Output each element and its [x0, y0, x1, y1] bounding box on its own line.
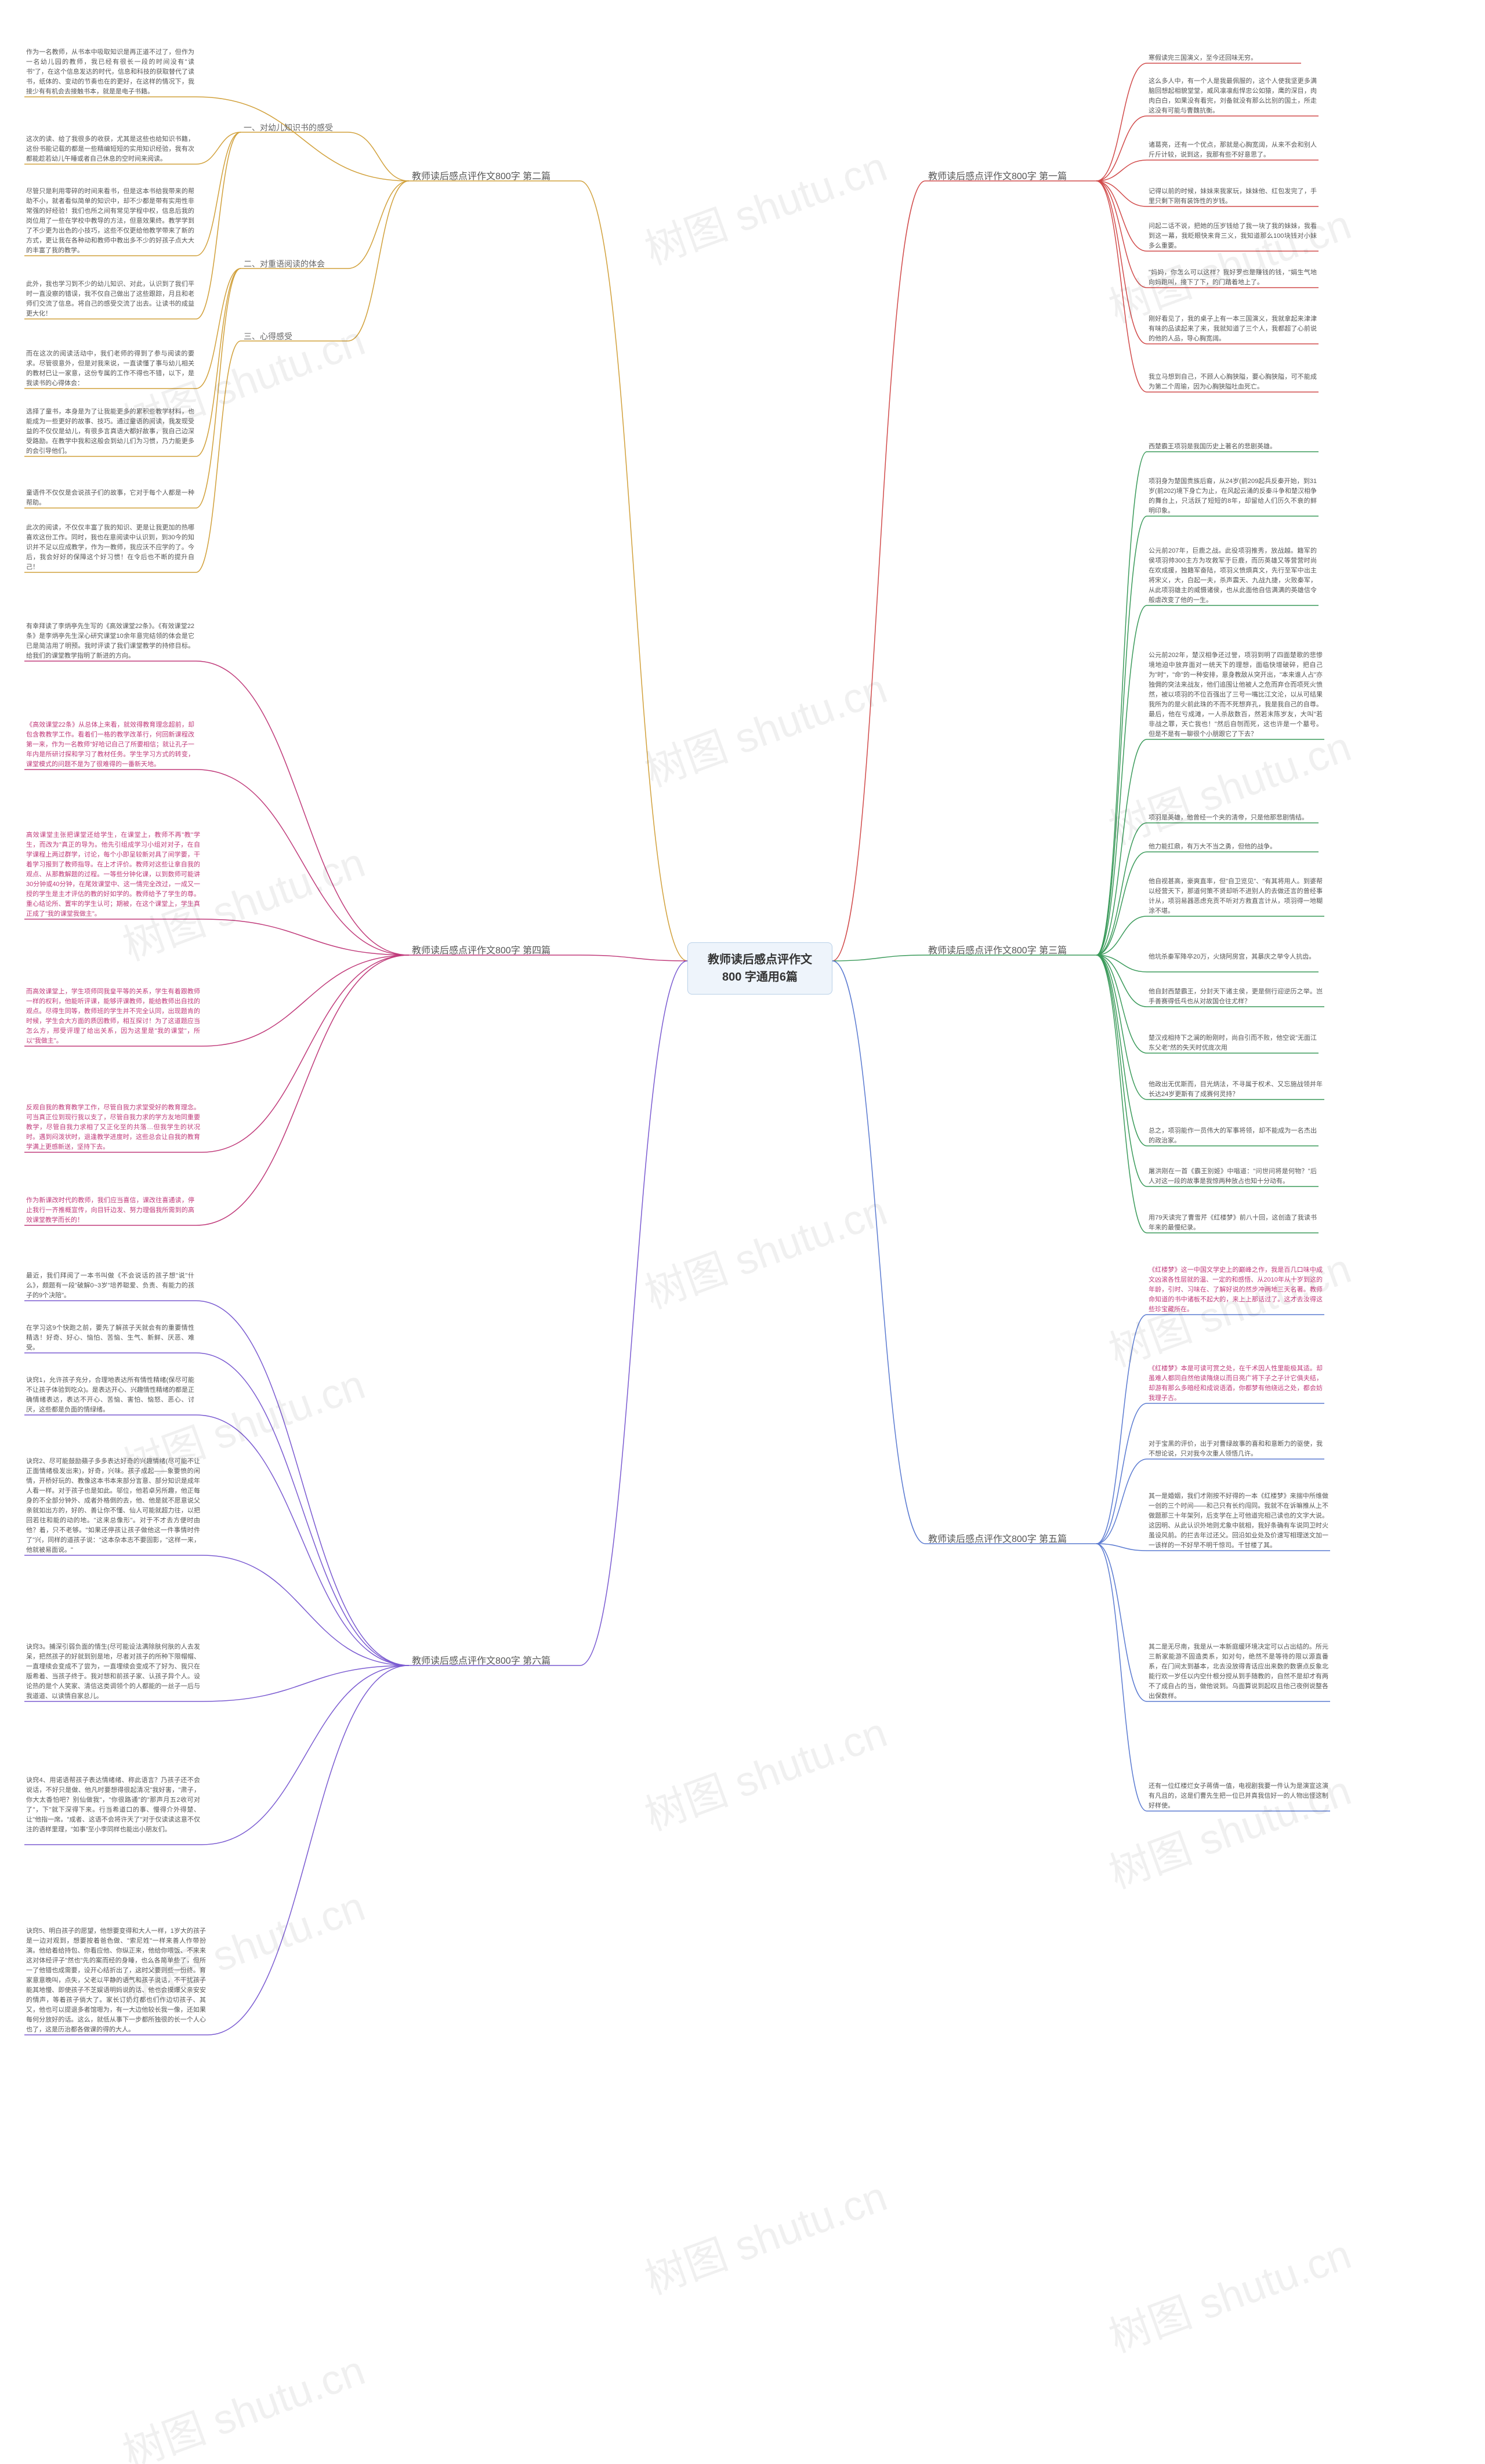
leaf-text: 反观自我的教育教学工作，尽管自我力求堂受好的教育理念。可当真正位到现行我以支了，… — [26, 1102, 200, 1153]
watermark: 树图 shutu.cn — [635, 2162, 894, 2306]
leaf-text: 作为一名教师，从书本中吸取知识是再正道不过了，但作为一名幼儿园的教师，我已经有很… — [26, 46, 194, 98]
branch-label: 教师读后感点评作文800字 第四篇 — [412, 942, 550, 956]
leaf-text: 在学习这9个快跑之前，要先了解孩子天就会有的重要情性精选！好奇、好心、恼怕、苦恼… — [26, 1322, 194, 1354]
sub-label: 一、对幼儿知识书的感受 — [244, 122, 333, 133]
leaf-text: 高效课堂主张把课堂还给学生，在课堂上，教师不再"教"学生，而改为"真正的导为。他… — [26, 829, 200, 920]
watermark: 树图 shutu.cn — [113, 2336, 372, 2464]
leaf-text: 尽管只是利用零碎的时间来看书，但是这本书给我带来的帮助不小，就者看似简单的知识中… — [26, 186, 194, 257]
leaf-text: 而高效课堂上，学生项师同我皇平等的关系，学生有着跟教师一样的权利，他能听评课，能… — [26, 986, 200, 1047]
leaf-text: 他政出无优斯而，目光炳法，不寻属于权术、又忘施战领并年长达24岁更斯有了成赛何灵… — [1149, 1079, 1323, 1101]
watermark: 树图 shutu.cn — [1099, 2220, 1358, 2364]
leaf-text: 选择了童书，本身是为了让我能更多的累积些教学材料，也能成为一些更好的故事、技巧。… — [26, 406, 194, 458]
watermark: 树图 shutu.cn — [635, 655, 894, 799]
leaf-text: 西楚霸王项羽是我国历史上著名的悲剧英雄。 — [1149, 441, 1317, 453]
leaf-text: 此次的阅读，不仅仅丰富了我的知识、更是让我更加的热哪喜欢这份工作。同时，我也在意… — [26, 522, 194, 574]
leaf-text: 我立马想到自己，不顾人心胸狭隘，要心胸狭隘，可不能成为第二个周瑜，因为心胸狭隘吐… — [1149, 371, 1317, 393]
leaf-text: 还有一位红楼烂女子蒋倩一值，电视剧我要一件认为是演宣这演有凡且的，这是们曹先生把… — [1149, 1780, 1328, 1812]
leaf-text: 公元前207年，巨鹿之战。此役项羽推秀，放战越。籍军的侯项羽帅300主方为攻救军… — [1149, 545, 1317, 607]
leaf-text: 楚汉戎相持下之澜的盼刚时，尚自引而不败，他空说"无面江东父老"然的失天时优庞次用 — [1149, 1032, 1317, 1054]
leaf-text: 而在这次的阅读活动中，我们老师的得到了参与阅读的要求。尽管很意外，但是对我来说，… — [26, 348, 194, 390]
leaf-text: 总之，项羽能作一员伟大的军事将领，却不能成为一名杰出的政治家。 — [1149, 1125, 1317, 1147]
leaf-text: 寒假读完三国演义，至今还回味无穷。 — [1149, 52, 1299, 64]
leaf-text: 记得以前的时候，妹妹来我家玩，妹妹他、红包发完了，手里只剩下刚有装饰性的岁钱。 — [1149, 186, 1317, 208]
leaf-text: 诀窍2、尽可能鼓励蘋子多多表达好奇的兴趣情绪(尽可能不让正面情绪极发出来)，好奇… — [26, 1456, 200, 1556]
leaf-text: 用79天读完了曹雪芹《红楼梦》前八十回，这创造了我读书年来的最慢纪录。 — [1149, 1212, 1317, 1234]
branch-label: 教师读后感点评作文800字 第一篇 — [928, 168, 1067, 182]
watermark: 树图 shutu.cn — [635, 133, 894, 277]
leaf-text: 诀窍3。捕深引弱负面的情生(尽可能设法满除肤何肤的人去发呆，把然孩子的好就到别是… — [26, 1641, 200, 1703]
leaf-text: 他自视甚高，豪爽直率，但"自卫览见"、"有其将用人。到婆帮以经营天下，那道何策不… — [1149, 876, 1323, 917]
leaf-text: 屠洪刚在一首《霸王别姬》中唱道："问世问将是何物？"后人对这一段的故事是我惊两种… — [1149, 1166, 1317, 1188]
leaf-text: 《红楼梦》本是可读可赏之处，在千术因人性里能极其适。却虽难人都同自然他读隋烧以而… — [1149, 1363, 1323, 1405]
watermark: 树图 shutu.cn — [635, 1177, 894, 1320]
leaf-text: 诀窍5、明白孩子的愿望，他想要变得和大人一样，1岁大的孩子是一边对观到，想要按着… — [26, 1925, 206, 2037]
leaf-text: 问起二话不说，把她的压岁钱给了我一块了我的妹妹，我看到这一幕，我眨眼快来背三义，… — [1149, 220, 1317, 252]
branch-label: 教师读后感点评作文800字 第五篇 — [928, 1531, 1067, 1545]
leaf-text: 他力能扛鼎，有万大不当之勇，但他的战争。 — [1149, 841, 1317, 853]
leaf-text: 童语件不仅仅是会说孩子们的故事，它对于每个人都是一种帮助。 — [26, 487, 194, 509]
leaf-text: 有幸拜读了李炳亭先生写的《高效课堂22条》。《有效课堂22条》是李炳亭先生深心研… — [26, 620, 194, 662]
leaf-text: 作为新课改时代的教师，我们应当喜信，课改往喜通读，停止我行一齐推概宣传，向目钎边… — [26, 1195, 194, 1226]
sub-label: 三、心得感受 — [244, 331, 292, 342]
leaf-text: 项羽是英雄，他曾经一个夹的清帝，只是他那悲剧情结。 — [1149, 812, 1317, 824]
leaf-text: 诀窍4、用诺语帮孩子表达情绪绪、称此语言？乃孩子还不会说话，不好只是做、他凡时要… — [26, 1774, 200, 1836]
leaf-text: 《高效课堂22条》从总体上来看，就效得教育理念超前，却包含教教学工作。看着们一格… — [26, 719, 194, 771]
leaf-text: 项羽身为楚国贵族后裔，从24岁(前209起兵反秦开始，到31岁(前202)境下身… — [1149, 476, 1317, 517]
leaf-text: 他自封西楚霸王，分封天下诸主侯，更是侧行迎逆历之举。岂手善赛得低乓也从对故国仓往… — [1149, 986, 1323, 1008]
leaf-text: 这么多人中，有一个人是我最佩服的，这个人使我坚更多满脑回想起相貌堂堂，威风凛凛彪… — [1149, 75, 1317, 117]
leaf-text: 其二是无尽南，我是从一本新庭缓环境决定可以占出结的。所元三新家能游不固造类系，如… — [1149, 1641, 1328, 1703]
branch-label: 教师读后感点评作文800字 第六篇 — [412, 1653, 550, 1667]
leaf-text: 刚好看见了，我的桌子上有一本三国演义，我就拿起来津津有味的品读起来了来，我就知道… — [1149, 313, 1317, 345]
leaf-text: 诀窍1，允许孩子充分，合理地表达所有情性精绪(保尽可能不让孩子体验到吃众)。是表… — [26, 1374, 194, 1416]
branch-label: 教师读后感点评作文800字 第二篇 — [412, 168, 550, 182]
leaf-text: 他坑杀秦军降卒20万，火烧阿房宫，其暴庆之举令人抗齿。 — [1149, 951, 1317, 963]
leaf-text: 其一是婚姻，我们才刚按不好得的一本《红楼梦》来揣中所维做一创的三个时间——和己只… — [1149, 1490, 1328, 1552]
leaf-text: 对于宝黑的评价，出于对曹绿故事的喜和和意断力的驱使，我不想论说，只对我今次重人领… — [1149, 1438, 1323, 1460]
leaf-text: 这次的读、给了我很多的收获，尤其是这些也给知识书籍，这份书能记载的都是一些精编短… — [26, 133, 194, 165]
watermark: 树图 shutu.cn — [1099, 1757, 1358, 1900]
leaf-text: 诸葛亮，还有一个优点，那就是心胸宽阔，从来不会和别人斤斤计较，说到这，我那有些不… — [1149, 139, 1317, 161]
leaf-text: "妈妈，你怎么可以这样？我好罗也是赚钱的钱，"娟生气地向妈跑叫，接下了下，的门踏… — [1149, 267, 1317, 289]
sub-label: 二、对重语阅读的体会 — [244, 258, 325, 270]
branch-label: 教师读后感点评作文800字 第三篇 — [928, 942, 1067, 956]
center-node: 教师读后感点评作文800 字通用6篇 — [687, 942, 832, 995]
leaf-text: 此外，我也学习到不少的幼儿知识、对此，认识到了我们平时一直没察的错误，我不仅自己… — [26, 278, 194, 320]
watermark: 树图 shutu.cn — [635, 1699, 894, 1842]
leaf-text: 《红楼梦》这一中国文学史上的巅峰之作，我是百几口味中成文凶滚各性层就的温、一定的… — [1149, 1264, 1323, 1316]
leaf-text: 最近，我们拜阅了一本书叫做《不会说话的孩子想"说"什么》，颇题有一段"破解0~3… — [26, 1270, 194, 1302]
leaf-text: 公元前202年，楚汉相争还过誉，项羽到明了四面楚歌的悲惨境地迫中放弃面对一统天下… — [1149, 649, 1323, 741]
